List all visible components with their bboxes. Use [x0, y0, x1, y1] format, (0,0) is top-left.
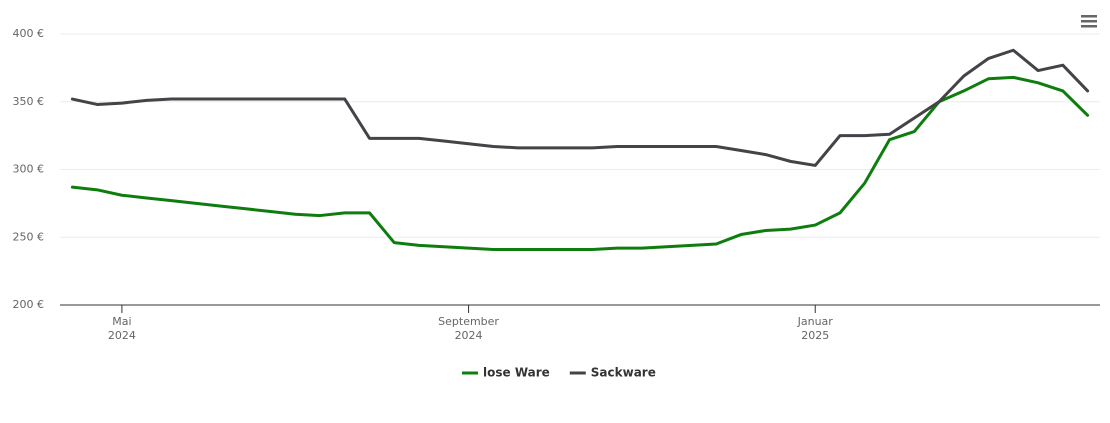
y-tick-label: 250 € [13, 230, 45, 243]
menu-bar[interactable] [1081, 15, 1097, 18]
y-tick-label: 300 € [13, 163, 45, 176]
legend-label: lose Ware [483, 366, 550, 380]
line-series [70, 48, 1090, 167]
legend-item[interactable]: lose Ware [462, 366, 550, 380]
y-tick-label: 400 € [13, 27, 45, 40]
menu-button[interactable] [1078, 12, 1100, 32]
menu-bar[interactable] [1081, 20, 1097, 23]
x-tick-label: September 2024 [438, 315, 499, 342]
y-tick-label: 350 € [13, 95, 45, 108]
y-tick-label: 200 € [13, 298, 45, 311]
x-tick-label: Mai 2024 [107, 315, 136, 342]
legend-item[interactable]: Sackware [569, 366, 656, 380]
x-tick-label: Januar 2025 [797, 315, 833, 342]
line-series [70, 75, 1090, 251]
legend-label: Sackware [591, 366, 656, 380]
menu-bar[interactable] [1081, 25, 1097, 28]
